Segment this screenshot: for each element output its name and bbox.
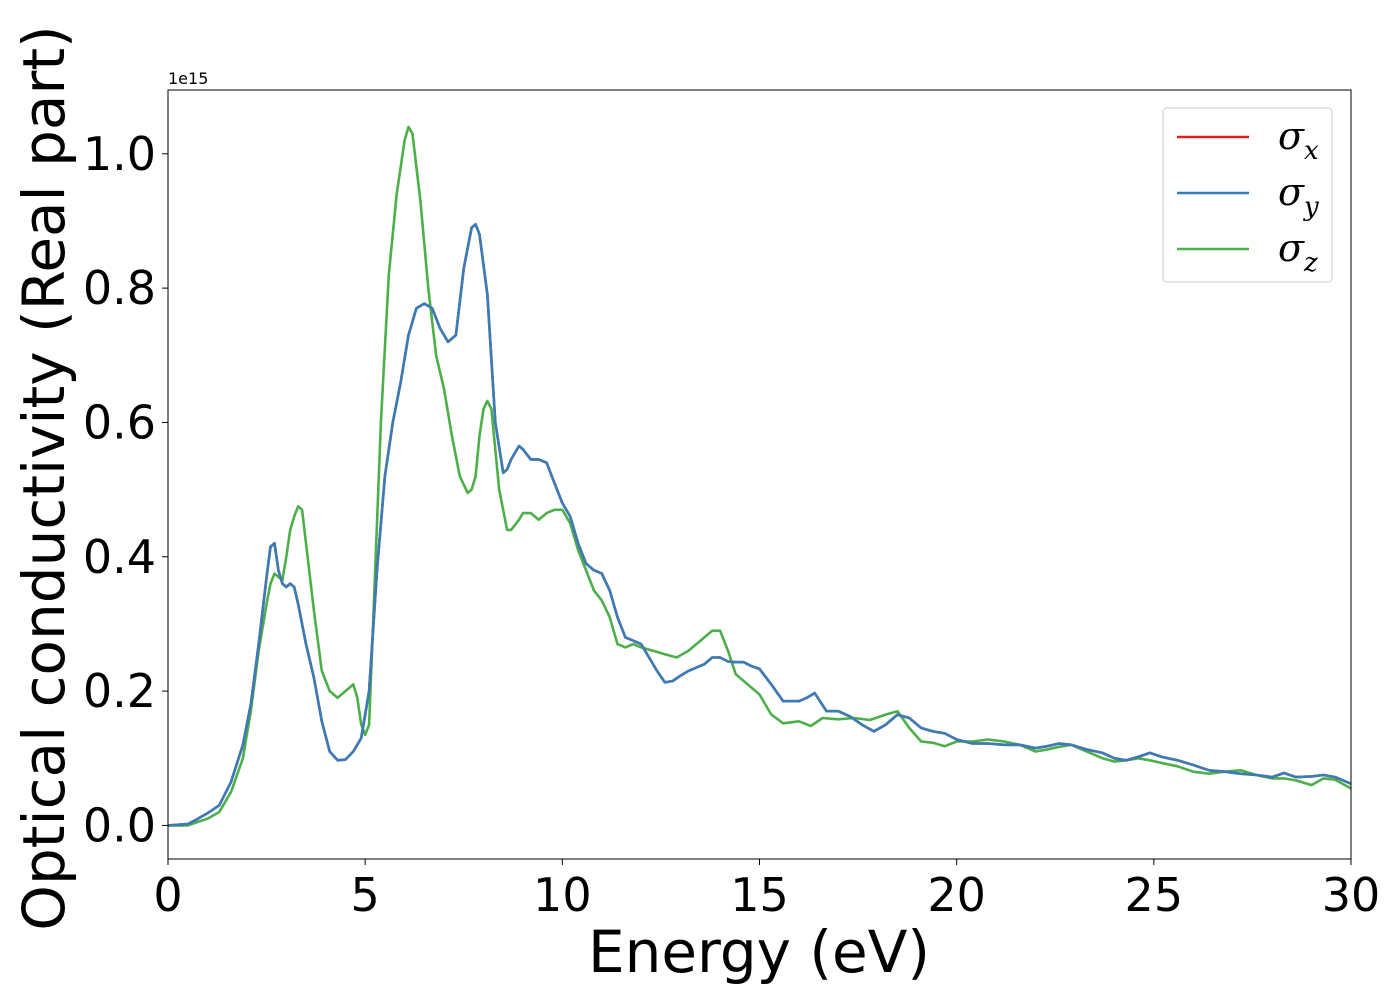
legend-frame: [1162, 107, 1333, 283]
y-tick-label: 0.2: [83, 664, 156, 718]
y-tick-label: 1.0: [83, 127, 156, 181]
y-tick-label: 0.6: [83, 395, 156, 449]
y-axis-label: Optical conductivity (Real part): [10, 25, 78, 930]
y-axis: 0.0 0.2 0.4 0.6 0.8 1.0: [83, 127, 168, 852]
series-line-y: [167, 223, 1352, 827]
x-tick-label: 0: [153, 868, 182, 922]
y-tick-label: 0.8: [83, 261, 156, 315]
x-tick-label: 5: [351, 868, 380, 922]
y-tick-label: 0.0: [83, 798, 156, 852]
series-line-z: [168, 125, 1352, 827]
plot-background: [168, 90, 1351, 859]
x-tick-label: 25: [1125, 868, 1184, 922]
x-tick-label: 20: [927, 868, 986, 922]
legend-label-z: σz: [1278, 226, 1318, 278]
legend-label-x: σx: [1278, 114, 1319, 166]
legend-label-y: σy: [1278, 170, 1319, 222]
x-tick-label: 30: [1322, 868, 1381, 922]
y-offset-label: 1e15: [168, 69, 208, 88]
x-axis-label: Energy (eV): [588, 918, 930, 986]
x-axis: 0 5 10 15 20 25 30: [153, 859, 1380, 922]
x-tick-label: 15: [730, 868, 789, 922]
y-tick-label: 0.4: [83, 530, 156, 584]
series-layer: [167, 125, 1352, 827]
x-tick-label: 10: [533, 868, 592, 922]
